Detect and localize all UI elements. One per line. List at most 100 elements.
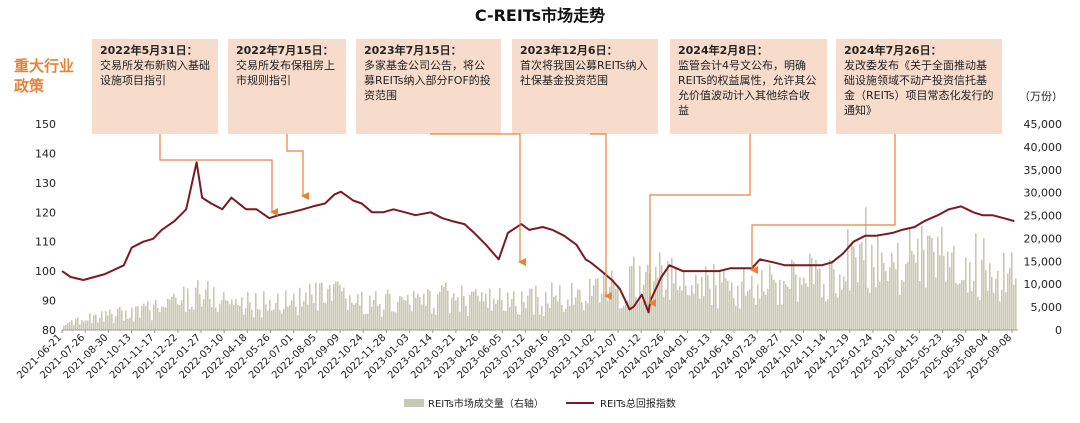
volume-bar [461,285,463,330]
volume-bar [451,297,453,330]
y-right-tick-label: 45,000 [1024,118,1063,131]
volume-bar [757,284,759,330]
volume-bar [225,300,227,330]
volume-bar [875,287,877,330]
volume-bar [721,282,723,330]
volume-bar [937,236,939,330]
volume-bar [729,290,731,330]
y-right-tick-label: 25,000 [1024,210,1063,223]
policy-date: 2024年7月26日： [844,44,942,57]
policy-label: 重大行业政策 [14,57,75,95]
y-left-tick-label: 110 [35,236,56,249]
volume-bar [143,303,145,330]
volume-bar [625,300,627,330]
volume-bar [149,310,151,330]
volume-bar [377,305,379,330]
volume-bar [569,305,571,330]
volume-bar [423,293,425,330]
volume-bar [871,244,873,330]
volume-bar [979,300,981,330]
volume-bar [409,304,411,330]
volume-bar [821,297,823,330]
volume-bar [235,298,237,330]
volume-bar [165,307,167,330]
volume-bar [943,255,945,330]
volume-bar [309,284,311,330]
volume-bar [63,325,65,330]
volume-bar [333,284,335,330]
volume-bar [621,307,623,330]
volume-bar [637,303,639,330]
volume-bar [429,290,431,330]
volume-bar [769,264,771,330]
policy-box-3: 2023年7月15日： 多家基金公司公告，将公募REITs纳入部分FOF的投资范… [356,39,501,134]
volume-bar [295,306,297,330]
y-left-tick-label: 90 [42,295,56,308]
volume-bar [643,284,645,330]
volume-bar [563,311,565,330]
volume-bar [195,287,197,330]
volume-bar [877,235,879,330]
volume-bar [439,291,441,330]
volume-bar [773,279,775,330]
volume-bar [67,323,69,330]
policy-text: 监管会计4号文公布，明确REITs的权益属性，允许其公允价值波动计入其他综合收益 [678,59,817,117]
volume-bar [663,296,665,330]
volume-bar [853,246,855,330]
volume-bar [305,292,307,330]
volume-bar [197,280,199,330]
volume-bar [813,284,815,330]
volume-bar [281,313,283,330]
volume-bar [675,268,677,330]
volume-bar [831,260,833,330]
volume-bar [929,235,931,330]
volume-bar [521,291,523,330]
volume-bar [353,304,355,330]
volume-bar [315,282,317,330]
volume-bar [835,293,837,330]
policy-text: 交易所发布保租房上市规则指引 [236,59,335,87]
volume-bar [701,276,703,330]
volume-bar [733,298,735,330]
volume-bar [335,281,337,330]
volume-bar [185,311,187,330]
policy-arrow [430,133,526,266]
volume-bar [421,304,423,330]
volume-bar [441,284,443,330]
volume-bar [893,262,895,330]
volume-bar [493,298,495,330]
volume-bar [771,274,773,330]
volume-bar [615,288,617,330]
volume-bar [419,296,421,330]
volume-bar [571,282,573,330]
volume-bar [823,284,825,330]
volume-bar [325,303,327,330]
volume-bar [289,305,291,330]
volume-bar [323,302,325,330]
volume-bar [779,279,781,330]
y-left-tick-label: 100 [35,265,56,278]
volume-bar [695,274,697,330]
volume-bar [163,306,165,330]
volume-bar [433,308,435,330]
volume-bar [677,290,679,330]
volume-bar [301,306,303,330]
volume-bar [559,285,561,330]
policy-box-1: 2022年5月31日： 交易所发布新购入基础设施项目指引 [92,39,218,134]
volume-bar [177,304,179,330]
volume-bar [885,271,887,330]
volume-bar [473,291,475,330]
policy-text: 多家基金公司公告，将公募REITs纳入部分FOF的投资范围 [364,59,491,102]
volume-bar [437,294,439,330]
volume-bar [389,293,391,330]
legend-swatch-volume [404,399,424,407]
volume-bar [719,270,721,330]
volume-bar [517,314,519,330]
y-right-tick-label: 5,000 [1031,301,1063,314]
policy-arrow [648,134,751,307]
volume-bar [475,289,477,330]
volume-bar [1005,292,1007,330]
volume-bar [789,288,791,330]
volume-bar [371,306,373,330]
volume-bar [797,301,799,330]
